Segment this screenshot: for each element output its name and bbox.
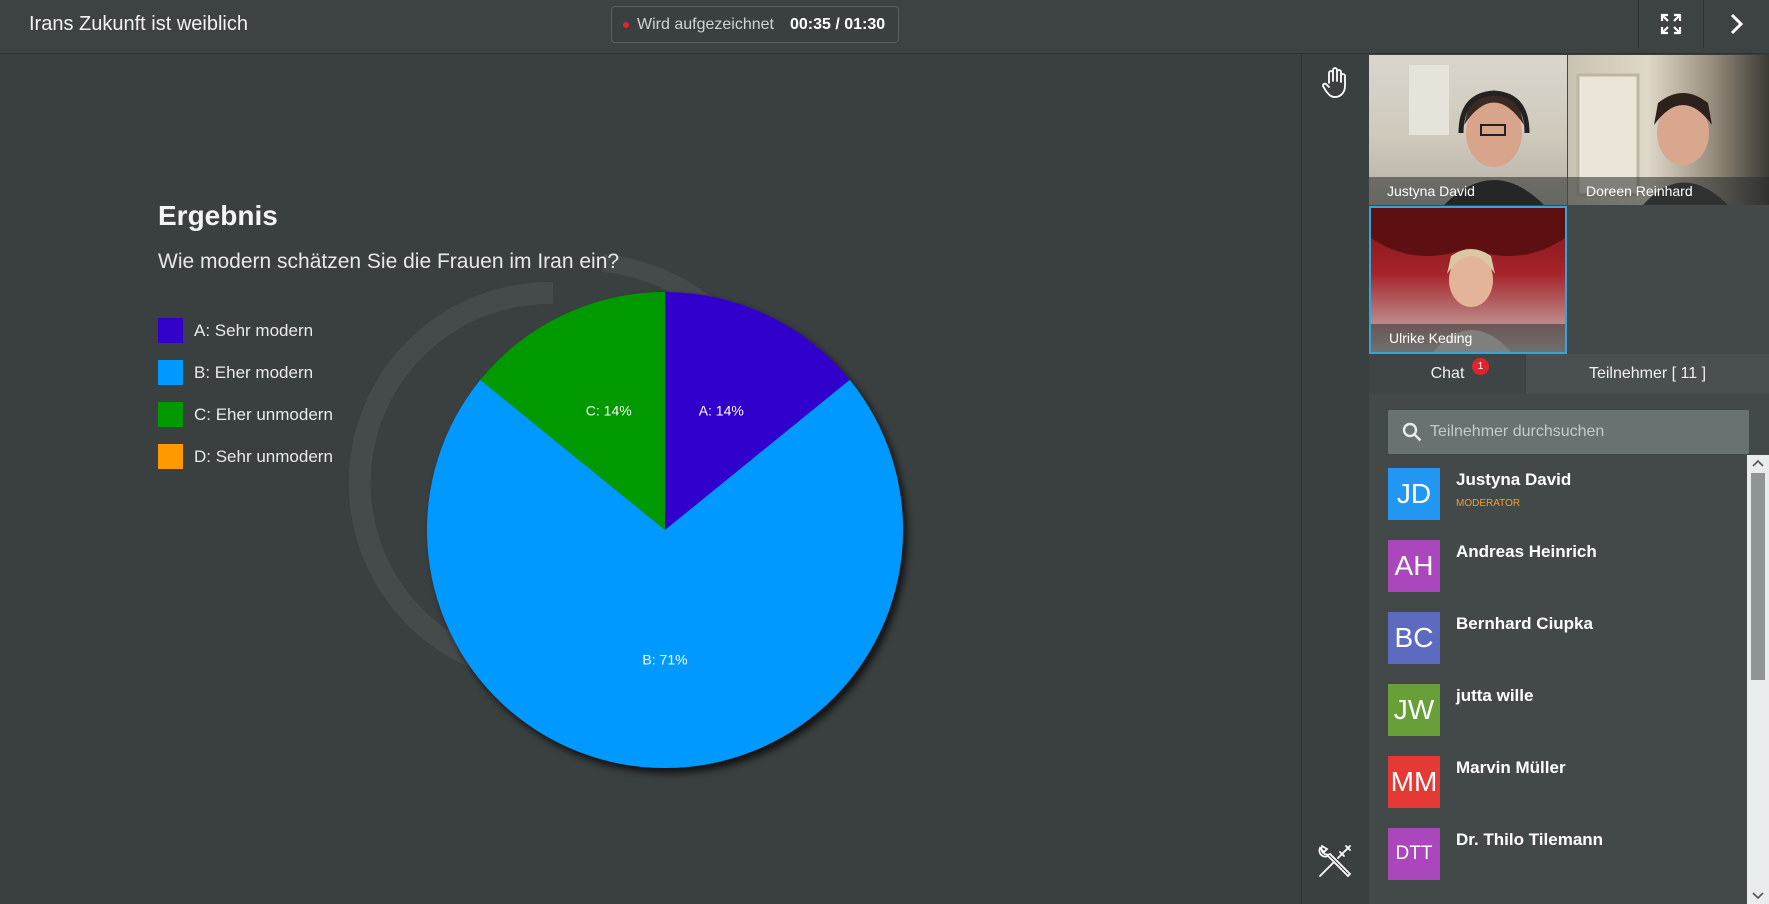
- scroll-up-icon[interactable]: [1752, 459, 1764, 467]
- raise-hand-icon[interactable]: [1321, 67, 1349, 99]
- chart-legend: A: Sehr modern B: Eher modern C: Eher unmo…: [158, 318, 333, 486]
- meeting-title: Irans Zukunft ist weiblich: [29, 13, 248, 35]
- avatar: JW: [1388, 684, 1440, 736]
- participant-list: JD Justyna David MODERATOR AH Andreas Heinri…: [1388, 468, 1738, 904]
- legend-label: D: Sehr unmodern: [194, 446, 333, 466]
- presentation-stage: Ergebnis Wie modern schätzen Sie die Fra…: [0, 55, 1301, 904]
- participant-list-scrollbar[interactable]: [1747, 455, 1769, 904]
- fullscreen-button[interactable]: [1638, 0, 1703, 48]
- legend-swatch: [158, 444, 183, 469]
- participant-row[interactable]: DTT Dr. Thilo Tilemann: [1388, 828, 1738, 900]
- video-tile-justyna-david[interactable]: Justyna David: [1369, 55, 1567, 205]
- chevron-right-icon: [1730, 13, 1743, 35]
- participant-role-badge: MODERATOR: [1456, 498, 1521, 509]
- participant-name: Andreas Heinrich: [1456, 542, 1597, 561]
- legend-item: D: Sehr unmodern: [158, 444, 333, 469]
- side-rail: [1301, 55, 1369, 904]
- tab-chat-label: Chat: [1430, 365, 1465, 382]
- fullscreen-icon: [1660, 13, 1682, 35]
- pie-slice-label: B: 71%: [642, 652, 687, 668]
- participant-name: jutta wille: [1456, 686, 1534, 705]
- search-input[interactable]: [1430, 423, 1730, 441]
- participant-name: Marvin Müller: [1456, 758, 1566, 777]
- avatar: DTT: [1388, 828, 1440, 880]
- poll-question: Wie modern schätzen Sie die Frauen im Ir…: [158, 250, 620, 273]
- participant-name: Justyna David: [1456, 470, 1572, 489]
- recording-dot-icon: [623, 21, 629, 28]
- avatar: AH: [1388, 540, 1440, 592]
- participant-row[interactable]: JD Justyna David MODERATOR: [1388, 468, 1738, 540]
- video-tile-doreen-reinhard[interactable]: Doreen Reinhard: [1568, 55, 1769, 205]
- legend-item: C: Eher unmodern: [158, 402, 333, 427]
- legend-swatch: [158, 318, 183, 343]
- legend-label: C: Eher unmodern: [194, 404, 333, 424]
- tab-participants[interactable]: Teilnehmer [ 11 ]: [1526, 354, 1769, 394]
- search-icon: [1402, 422, 1422, 442]
- legend-swatch: [158, 360, 183, 385]
- participant-row[interactable]: JW jutta wille: [1388, 684, 1738, 756]
- legend-label: B: Eher modern: [194, 362, 314, 382]
- video-name-label: Ulrike Keding: [1371, 324, 1565, 352]
- participant-row[interactable]: AH Andreas Heinrich: [1388, 540, 1738, 612]
- recording-time: 00:35 / 01:30: [789, 15, 886, 33]
- avatar: BC: [1388, 612, 1440, 664]
- pie-slice: [480, 292, 665, 530]
- participant-row[interactable]: MM Marvin Müller: [1388, 756, 1738, 828]
- scroll-down-icon[interactable]: [1752, 892, 1764, 900]
- tools-icon[interactable]: [1316, 842, 1354, 880]
- pie-slice-label: C: 14%: [586, 403, 632, 419]
- pie-slice-label: A: 14%: [699, 403, 744, 419]
- legend-label: A: Sehr modern: [194, 320, 314, 340]
- participant-search[interactable]: [1388, 410, 1749, 454]
- participant-row[interactable]: BC Bernhard Ciupka: [1388, 612, 1738, 684]
- scrollbar-thumb[interactable]: [1751, 473, 1765, 680]
- next-button[interactable]: [1703, 0, 1769, 48]
- video-tile-ulrike-keding[interactable]: Ulrike Keding: [1369, 206, 1567, 354]
- video-name-label: Justyna David: [1369, 177, 1567, 205]
- panel-tabs: Chat 1 Teilnehmer [ 11 ]: [1369, 354, 1769, 394]
- avatar: JD: [1388, 468, 1440, 520]
- pie-slice: [427, 379, 903, 768]
- video-name-label: Doreen Reinhard: [1568, 177, 1769, 205]
- recording-label: Wird aufgezeichnet: [637, 15, 774, 33]
- participant-name: Dr. Thilo Tilemann: [1456, 830, 1604, 849]
- poll-pie-chart: A: 14% B: 71% C: 14%: [427, 292, 903, 768]
- participant-name: Bernhard Ciupka: [1456, 614, 1593, 633]
- legend-item: A: Sehr modern: [158, 318, 333, 343]
- top-bar: Irans Zukunft ist weiblich Wird aufgezei…: [0, 0, 1769, 54]
- recording-indicator: Wird aufgezeichnet 00:35 / 01:30: [611, 6, 899, 43]
- legend-swatch: [158, 402, 183, 427]
- legend-item: B: Eher modern: [158, 360, 333, 385]
- avatar: MM: [1388, 756, 1440, 808]
- chat-unread-badge: 1: [1472, 358, 1489, 375]
- pie-slice: [665, 292, 850, 530]
- right-panel: Justyna David Doreen Reinhard Ulrike Ked…: [1369, 55, 1769, 904]
- poll-result-heading: Ergebnis: [158, 200, 278, 231]
- tab-chat[interactable]: Chat 1: [1369, 354, 1526, 394]
